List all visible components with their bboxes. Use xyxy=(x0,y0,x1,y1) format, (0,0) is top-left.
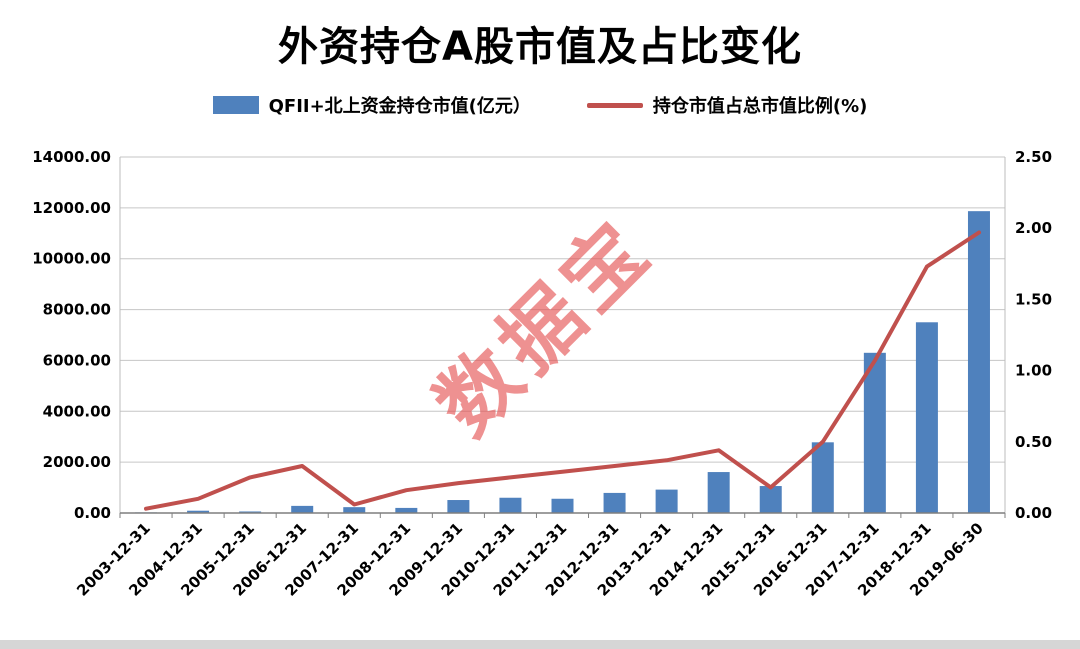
legend-item-line-series: 持仓市值占总市值比例(%) xyxy=(586,92,868,118)
bottom-strip xyxy=(0,640,1080,649)
bar xyxy=(187,510,210,513)
bar-series-swatch-icon xyxy=(212,96,259,114)
left-axis-label: 10000.00 xyxy=(32,250,111,268)
left-axis-label: 8000.00 xyxy=(43,301,111,319)
combo-chart: 0.00 2000.00 4000.00 6000.00 8000.00 10000.00… xyxy=(32,148,1052,600)
chart-legend: QFII+北上资金持仓市值(亿元） 持仓市值占总市值比例(%) xyxy=(0,92,1080,118)
left-axis-label: 12000.00 xyxy=(32,199,111,217)
right-axis-label: 1.50 xyxy=(1015,290,1052,308)
chart-title: 外资持仓A股市值及占比变化 xyxy=(278,24,802,70)
right-axis-label: 2.50 xyxy=(1015,148,1052,166)
line-series-swatch-icon xyxy=(586,102,643,108)
bar xyxy=(915,322,938,513)
bar xyxy=(395,507,418,513)
bar xyxy=(343,507,366,513)
bar xyxy=(291,505,314,513)
left-axis-label: 14000.00 xyxy=(32,148,111,166)
bar xyxy=(447,500,470,513)
left-axis-label: 4000.00 xyxy=(43,402,111,420)
left-axis-label: 0.00 xyxy=(74,504,111,522)
legend-item-bar-series: QFII+北上资金持仓市值(亿元） xyxy=(212,92,531,118)
bar xyxy=(811,442,834,513)
legend-label-bar-series: QFII+北上资金持仓市值(亿元） xyxy=(268,96,531,117)
left-axis-label: 6000.00 xyxy=(43,351,111,369)
bar xyxy=(759,486,782,513)
trend-line xyxy=(144,230,981,511)
right-axis-label: 0.00 xyxy=(1015,504,1052,522)
left-axis-label: 2000.00 xyxy=(43,453,111,471)
bar xyxy=(499,497,522,513)
bar xyxy=(707,472,730,513)
right-axis-label: 0.50 xyxy=(1015,433,1052,451)
bar xyxy=(863,352,886,513)
legend-label-line-series: 持仓市值占总市值比例(%) xyxy=(652,96,868,117)
right-axis-label: 2.00 xyxy=(1015,219,1052,237)
right-axis-label: 1.00 xyxy=(1015,362,1052,380)
bar xyxy=(603,492,626,513)
bar xyxy=(551,498,574,513)
bar xyxy=(655,489,678,513)
bar xyxy=(967,211,990,514)
bar xyxy=(239,511,262,513)
